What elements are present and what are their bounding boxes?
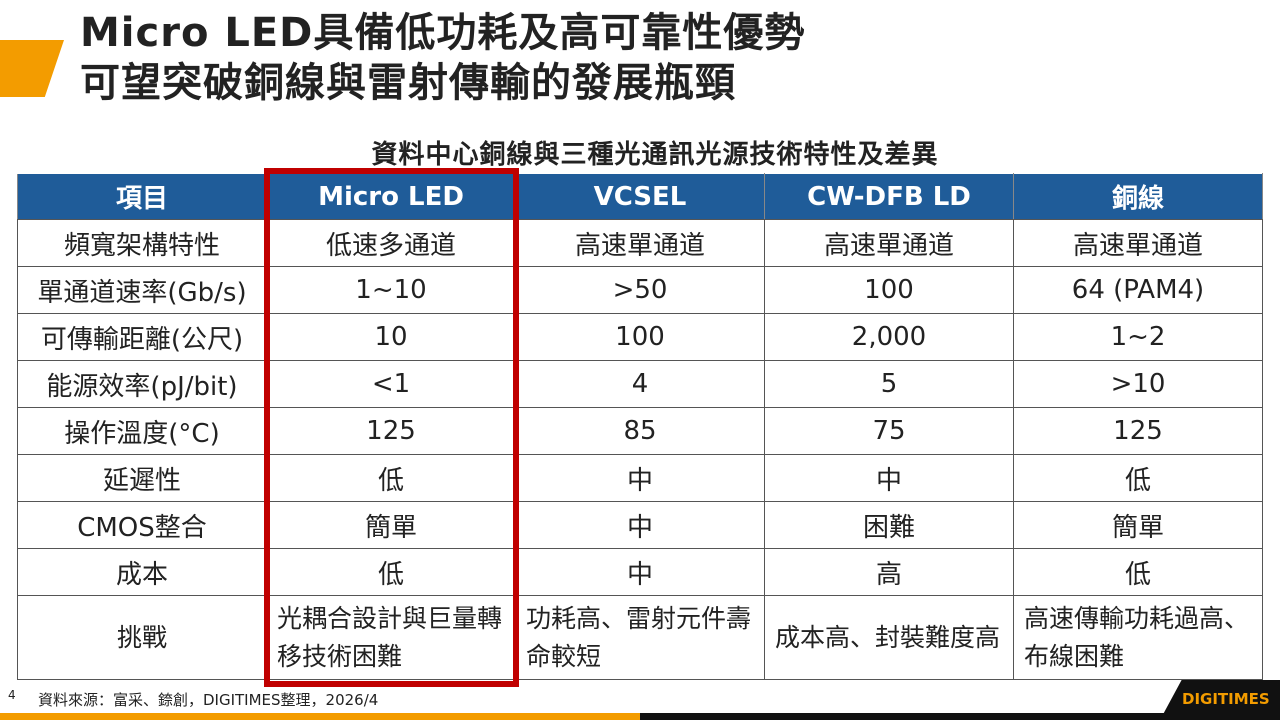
table-cell: 高: [764, 548, 1014, 596]
orange-accent-shape: [0, 40, 64, 97]
table-cell: 4: [515, 360, 765, 408]
table-cell: 高速單通道: [764, 219, 1014, 267]
table-cell: 高速單通道: [515, 219, 765, 267]
table-row: 成本低中高低: [17, 548, 1263, 596]
comparison-table: 項目 Micro LED VCSEL CW-DFB LD 銅線 頻寬架構特性 低速…: [17, 173, 1263, 680]
title-line-1: Micro LED具備低功耗及高可靠性優勢: [80, 10, 806, 56]
table-cell: 75: [764, 407, 1014, 455]
table-row: 操作溫度(°C) 125 85 75 125: [17, 407, 1263, 455]
row-label: 頻寬架構特性: [17, 219, 267, 267]
table-row: 能源效率(pJ/bit) <1 4 5 >10: [17, 360, 1263, 408]
table-cell: 125: [1013, 407, 1263, 455]
table-cell: >50: [515, 266, 765, 314]
row-label: 成本: [17, 548, 267, 596]
row-label: CMOS整合: [17, 501, 267, 549]
footer-bar-black: [640, 713, 1280, 720]
source-note: 資料來源：富采、錼創，DIGITIMES整理，2026/4: [38, 691, 379, 709]
table-cell: 100: [515, 313, 765, 361]
table-cell: 中: [515, 548, 765, 596]
table-cell: 高速傳輸功耗過高、布線困難: [1013, 595, 1263, 680]
header-vcsel: VCSEL: [515, 173, 765, 220]
table-cell: 85: [515, 407, 765, 455]
table-row: CMOS整合 簡單中困難 簡單: [17, 501, 1263, 549]
header-cw-dfb-ld: CW-DFB LD: [764, 173, 1014, 220]
table-cell: 簡單: [266, 501, 516, 549]
table-cell: 低: [266, 454, 516, 502]
table-cell: 成本高、封裝難度高: [764, 595, 1014, 680]
table-row: 頻寬架構特性 低速多通道 高速單通道 高速單通道 高速單通道: [17, 219, 1263, 267]
table-cell: 低: [266, 548, 516, 596]
header-item: 項目: [17, 173, 267, 220]
row-label: 延遲性: [17, 454, 267, 502]
table-row: 挑戰 光耦合設計與巨量轉移技術困難 功耗高、雷射元件壽命較短 成本高、封裝難度高 高速傳…: [17, 595, 1263, 680]
table-cell: 高速單通道: [1013, 219, 1263, 267]
table-cell: 低速多通道: [266, 219, 516, 267]
row-label: 挑戰: [17, 595, 267, 680]
footer-bar-orange: [0, 713, 640, 720]
row-label: 操作溫度(°C): [17, 407, 267, 455]
digitimes-logo: DIGITIMES: [1182, 690, 1270, 708]
header-micro-led: Micro LED: [266, 173, 516, 220]
table-cell: 中: [515, 501, 765, 549]
table-cell: 125: [266, 407, 516, 455]
table-cell: 10: [266, 313, 516, 361]
table-cell: 5: [764, 360, 1014, 408]
table-cell: 100: [764, 266, 1014, 314]
table-cell: 低: [1013, 454, 1263, 502]
table-cell: >10: [1013, 360, 1263, 408]
row-label: 能源效率(pJ/bit): [17, 360, 267, 408]
table-cell: 2,000: [764, 313, 1014, 361]
table-header-row: 項目 Micro LED VCSEL CW-DFB LD 銅線: [17, 173, 1263, 220]
slide-title: Micro LED具備低功耗及高可靠性優勢 可望突破銅線與雷射傳輸的發展瓶頸: [80, 8, 805, 108]
table-cell: 光耦合設計與巨量轉移技術困難: [266, 595, 516, 680]
table-cell: 低: [1013, 548, 1263, 596]
table-cell: <1: [266, 360, 516, 408]
table-row: 延遲性低中中低: [17, 454, 1263, 502]
row-label: 單通道速率(Gb/s): [17, 266, 267, 314]
header-copper: 銅線: [1013, 173, 1263, 220]
table-cell: 1~10: [266, 266, 516, 314]
page-number: 4: [8, 688, 16, 702]
table-title: 資料中心銅線與三種光通訊光源技術特性及差異: [371, 140, 939, 170]
table-cell: 簡單: [1013, 501, 1263, 549]
table-cell: 中: [515, 454, 765, 502]
logo-tab: [1160, 680, 1280, 720]
title-line-2: 可望突破銅線與雷射傳輸的發展瓶頸: [80, 60, 736, 106]
table-cell: 64 (PAM4): [1013, 266, 1263, 314]
table-row: 可傳輸距離(公尺) 10 100 2,000 1~2: [17, 313, 1263, 361]
table-cell: 中: [764, 454, 1014, 502]
table-cell: 1~2: [1013, 313, 1263, 361]
table-cell: 功耗高、雷射元件壽命較短: [515, 595, 765, 680]
table-row: 單通道速率(Gb/s) 1~10 >50 100 64 (PAM4): [17, 266, 1263, 314]
row-label: 可傳輸距離(公尺): [17, 313, 267, 361]
table-cell: 困難: [764, 501, 1014, 549]
